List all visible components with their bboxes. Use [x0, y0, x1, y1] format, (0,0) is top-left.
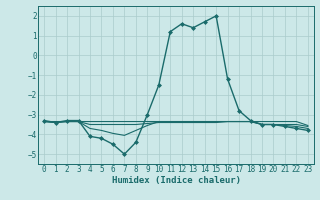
- X-axis label: Humidex (Indice chaleur): Humidex (Indice chaleur): [111, 176, 241, 185]
